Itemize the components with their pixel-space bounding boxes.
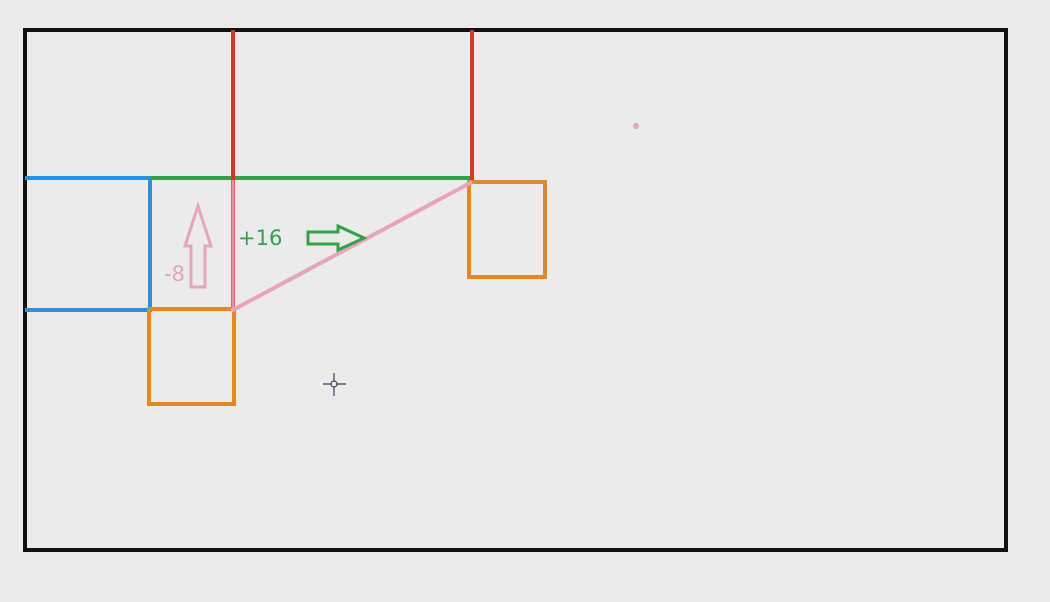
crosshair-cursor-icon [323, 373, 346, 396]
orange-box-upper [467, 180, 547, 279]
diagram-frame [23, 28, 1008, 552]
orange-box-lower [147, 307, 236, 406]
up-arrow-icon [182, 201, 214, 289]
horizontal-offset-label: +16 [238, 226, 282, 250]
vertical-offset-label: -8 [164, 262, 185, 286]
pink-diagonal-line [230, 180, 473, 313]
pink-dot [633, 123, 639, 129]
right-arrow-icon [306, 223, 368, 253]
